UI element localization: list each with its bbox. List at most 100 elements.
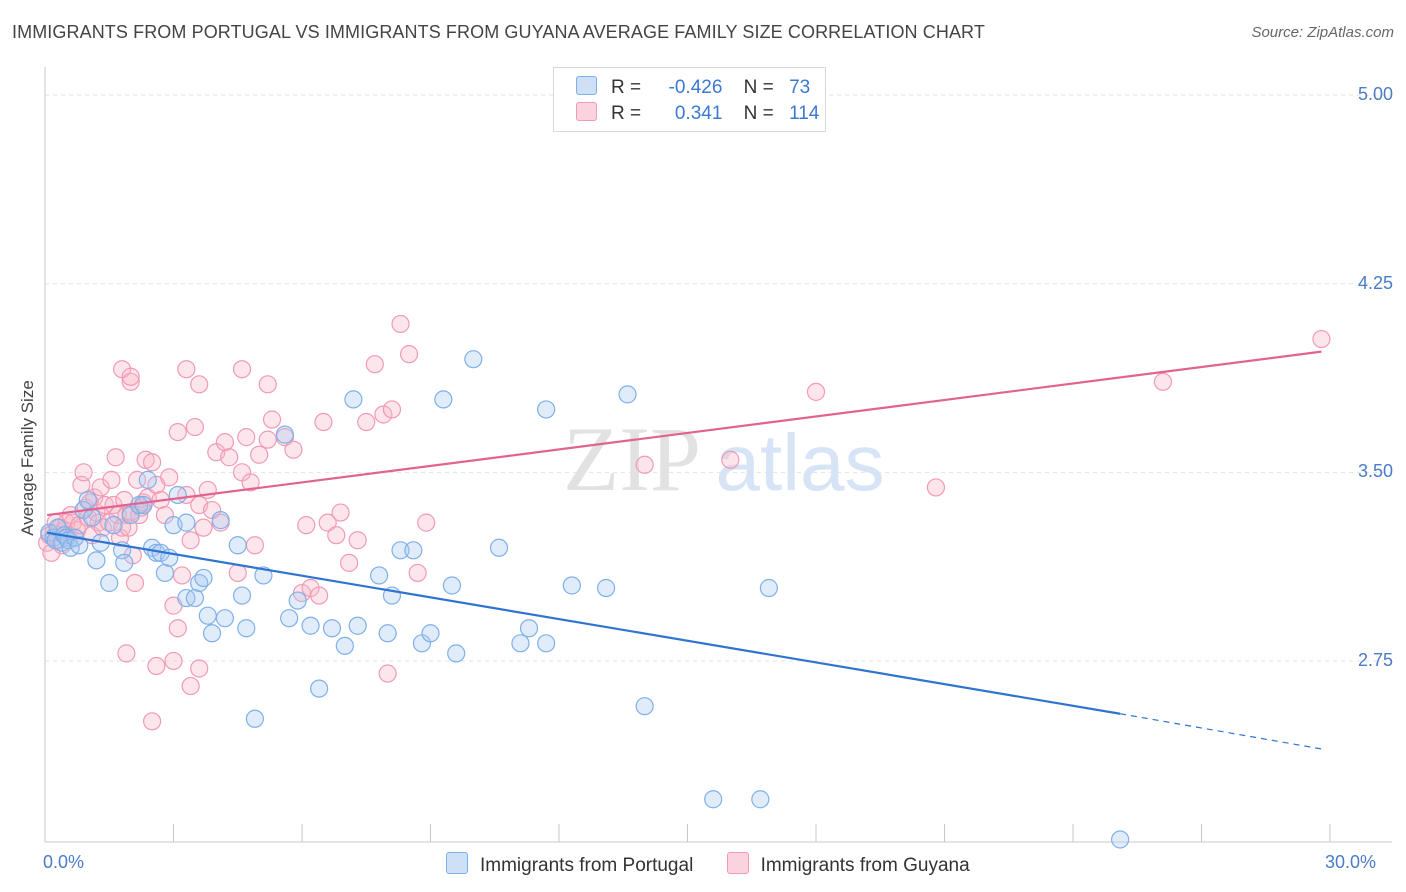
guyana-point — [125, 573, 145, 593]
portugal-point — [344, 390, 363, 409]
y-tick-label: 3.50 — [1357, 461, 1393, 482]
portugal-point — [704, 790, 723, 809]
y-tick-label: 2.75 — [1357, 649, 1393, 670]
x-tick-min: 0.0% — [43, 852, 85, 872]
portugal-point — [87, 551, 106, 570]
guyana-point — [172, 566, 192, 585]
correlation-legend: R = -0.426 N = 73 R = 0.341 N = 114 — [553, 67, 826, 132]
guyana-point — [284, 440, 303, 459]
portugal-point — [280, 609, 299, 628]
guyana-point — [250, 445, 269, 464]
trend-line-portugal — [46, 531, 1121, 715]
guyana-point — [258, 375, 277, 394]
legend-swatch-guyana — [576, 102, 597, 121]
portugal-point — [232, 586, 252, 605]
portugal-point — [301, 616, 320, 635]
guyana-point — [194, 518, 213, 537]
guyana-point — [168, 422, 187, 442]
guyana-point — [220, 448, 239, 467]
portugal-point — [185, 588, 205, 608]
portugal-point — [211, 511, 230, 530]
portugal-point — [618, 385, 637, 404]
guyana-point — [391, 314, 410, 334]
guyana-point — [1153, 372, 1173, 391]
legend-n-label: N = — [743, 103, 774, 124]
trend-lines — [46, 350, 1322, 750]
guyana-point — [926, 478, 946, 497]
portugal-point — [464, 350, 483, 369]
portugal-point — [78, 490, 97, 510]
guyana-point — [142, 712, 162, 731]
portugal-point — [70, 536, 89, 555]
guyana-point — [106, 448, 125, 467]
series-swatch-guyana — [726, 852, 749, 874]
portugal-point — [519, 619, 539, 638]
portugal-point — [635, 697, 654, 716]
portugal-point — [194, 568, 213, 588]
guyana-point — [245, 536, 264, 555]
legend-n-value: 73 — [789, 77, 811, 98]
guyana-point — [190, 659, 209, 678]
series-legend: Immigrants from Portugal Immigrants from… — [446, 852, 998, 877]
source-label: Source: ZipAtlas.com — [1251, 24, 1394, 41]
portugal-point — [537, 634, 556, 653]
portugal-point — [537, 400, 556, 419]
guyana-point — [357, 412, 376, 432]
y-tick-label: 5.00 — [1357, 84, 1393, 105]
guyana-point — [181, 676, 200, 696]
portugal-point — [245, 709, 264, 728]
guyana-point — [241, 473, 260, 492]
gridlines — [45, 94, 1392, 662]
portugal-point — [83, 508, 102, 527]
guyana-point — [378, 664, 397, 683]
legend-r-value: -0.426 — [668, 77, 723, 98]
legend-n-value: 114 — [789, 103, 820, 124]
portugal-point — [138, 470, 157, 489]
portugal-point — [348, 616, 367, 635]
guyana-point — [806, 382, 826, 401]
guyana-point — [177, 360, 196, 379]
guyana-point — [121, 367, 140, 386]
guyana-point — [721, 450, 740, 469]
legend-row-portugal: R = -0.426 N = 73 — [576, 76, 810, 100]
guyana-point — [318, 513, 337, 532]
portugal-point — [442, 576, 462, 595]
portugal-point — [275, 425, 294, 444]
series-label-guyana: Immigrants from Guyana — [760, 855, 970, 876]
guyana-point — [168, 619, 187, 638]
legend-n-label: N = — [743, 77, 774, 98]
portugal-point — [322, 619, 342, 638]
legend-swatch-portugal — [576, 76, 597, 95]
portugal-point — [597, 578, 616, 598]
guyana-point — [164, 651, 183, 671]
guyana-point — [1312, 329, 1331, 349]
portugal-point — [215, 609, 234, 628]
portugal-point — [104, 516, 123, 535]
guyana-point — [314, 412, 333, 432]
chart-title: IMMIGRANTS FROM PORTUGAL VS IMMIGRANTS F… — [12, 22, 985, 42]
guyana-point — [237, 428, 256, 447]
portugal-point — [391, 541, 410, 560]
watermark-atlas: atlas — [716, 418, 885, 507]
series-label-portugal: Immigrants from Portugal — [480, 855, 694, 876]
series-legend-portugal: Immigrants from Portugal — [446, 852, 693, 877]
portugal-point — [434, 390, 453, 409]
guyana-point — [635, 455, 654, 474]
guyana-point — [181, 531, 200, 550]
portugal-point — [288, 591, 307, 610]
guyana-point — [121, 372, 140, 391]
portugal-point — [370, 566, 389, 585]
legend-r-label: R = — [611, 103, 642, 124]
guyana-point — [327, 526, 346, 545]
legend-row-guyana: R = 0.341 N = 114 — [576, 102, 819, 126]
portugal-point — [759, 578, 778, 598]
guyana-point — [142, 453, 162, 472]
portugal-point — [254, 566, 273, 585]
guyana-point — [232, 360, 252, 379]
guyana-point — [310, 586, 329, 605]
portugal-point — [447, 644, 466, 663]
portugal-point — [378, 624, 397, 643]
guyana-point — [374, 405, 393, 424]
guyana-point — [408, 563, 427, 583]
